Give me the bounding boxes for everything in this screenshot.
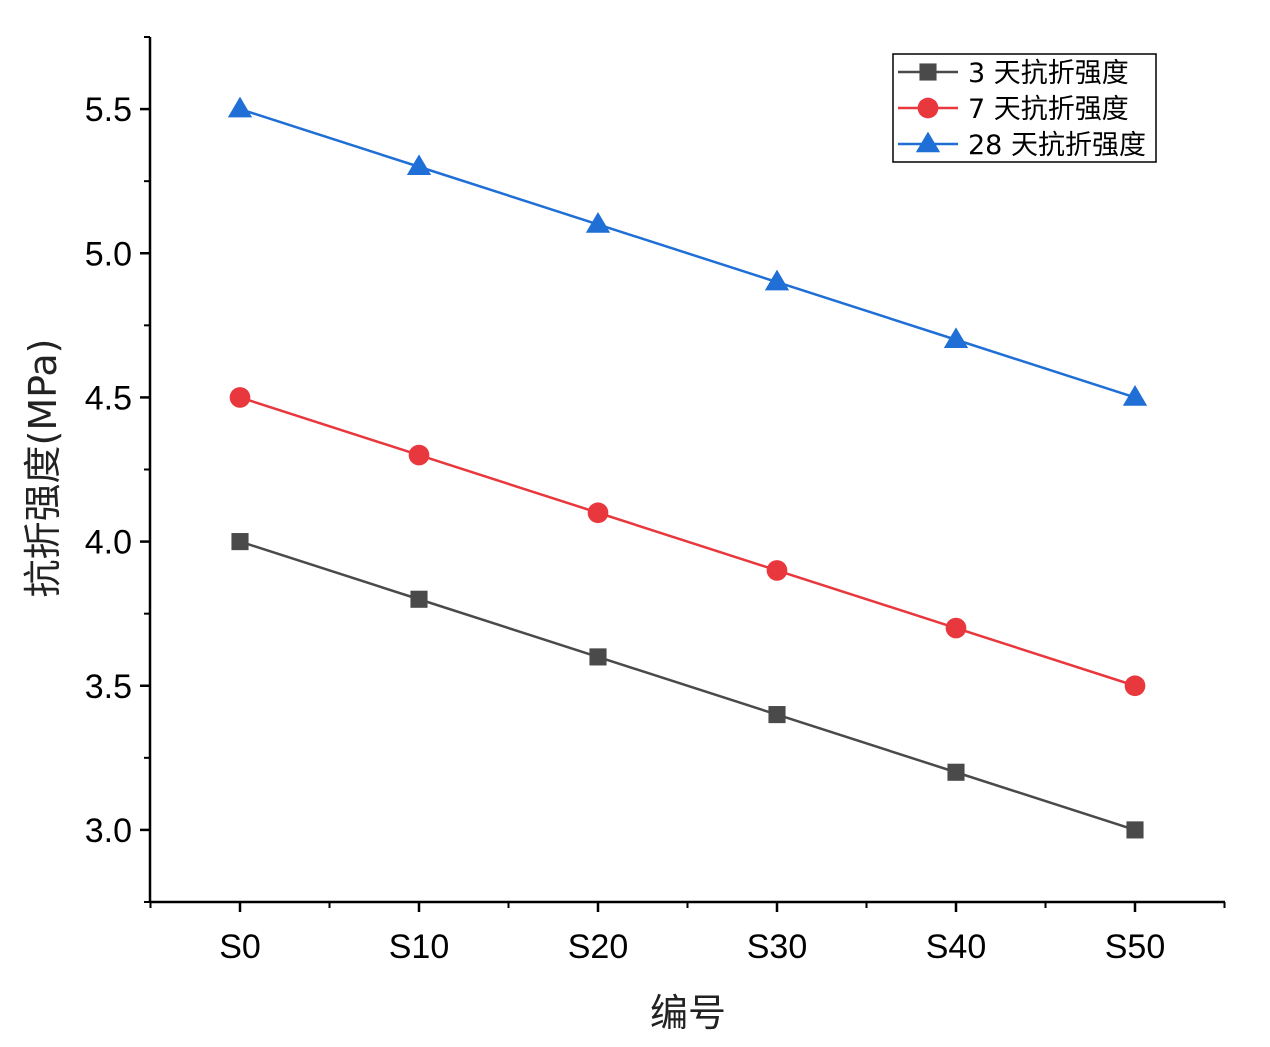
y-tick-label: 4.0 <box>85 524 132 562</box>
series-line <box>239 396 1136 687</box>
axes: 3.0 3.5 4.0 4.5 5.0 5.5 S0 S10 S20 S30 S40 S50 <box>85 36 1226 966</box>
legend-label: 28 天抗折强度 <box>968 130 1146 161</box>
legend-item: 7 天抗折强度 <box>898 94 1129 125</box>
series-line <box>239 107 1136 399</box>
series-2 <box>229 387 1146 697</box>
data-point <box>1124 675 1146 697</box>
legend-label: 7 天抗折强度 <box>968 94 1129 125</box>
data-point <box>1122 384 1148 406</box>
data-point <box>585 211 611 233</box>
y-tick-label: 3.0 <box>85 812 132 850</box>
legend-item: 28 天抗折强度 <box>898 130 1146 161</box>
y-tick-label: 3.5 <box>85 668 132 706</box>
data-point <box>945 617 967 639</box>
y-tick-label: 5.0 <box>85 235 132 273</box>
x-axis-title: 编号 <box>650 991 726 1035</box>
x-tick-label: S10 <box>389 928 450 966</box>
data-point <box>589 648 607 666</box>
x-tick-label: S0 <box>219 928 261 966</box>
y-axis-title: 抗折强度(MPa) <box>21 339 65 598</box>
data-point <box>408 444 430 466</box>
x-tick-label: S50 <box>1105 928 1166 966</box>
x-tick-label: S20 <box>568 928 629 966</box>
data-point <box>587 502 609 524</box>
y-tick-label: 5.5 <box>85 91 132 129</box>
x-tick-label: S40 <box>926 928 987 966</box>
data-point <box>406 154 432 176</box>
data-point <box>919 63 937 81</box>
y-tick-label: 4.5 <box>85 379 132 417</box>
data-point <box>227 96 253 118</box>
data-point <box>1126 821 1144 839</box>
legend: 3 天抗折强度 7 天抗折强度 28 天抗折强度 <box>892 53 1157 163</box>
series-layer <box>227 96 1148 839</box>
data-point <box>917 97 939 119</box>
x-tick-label: S30 <box>747 928 808 966</box>
data-point <box>764 269 790 291</box>
legend-item: 3 天抗折强度 <box>898 58 1129 89</box>
series-1 <box>231 533 1144 839</box>
data-point <box>768 706 786 724</box>
legend-label: 3 天抗折强度 <box>968 58 1129 89</box>
data-point <box>410 590 428 608</box>
data-point <box>943 327 969 349</box>
data-point <box>766 560 788 581</box>
data-point <box>947 763 965 781</box>
series-3 <box>227 96 1148 406</box>
data-point <box>229 387 251 408</box>
data-point <box>915 131 941 153</box>
series-line <box>239 540 1136 832</box>
data-point <box>231 533 249 551</box>
